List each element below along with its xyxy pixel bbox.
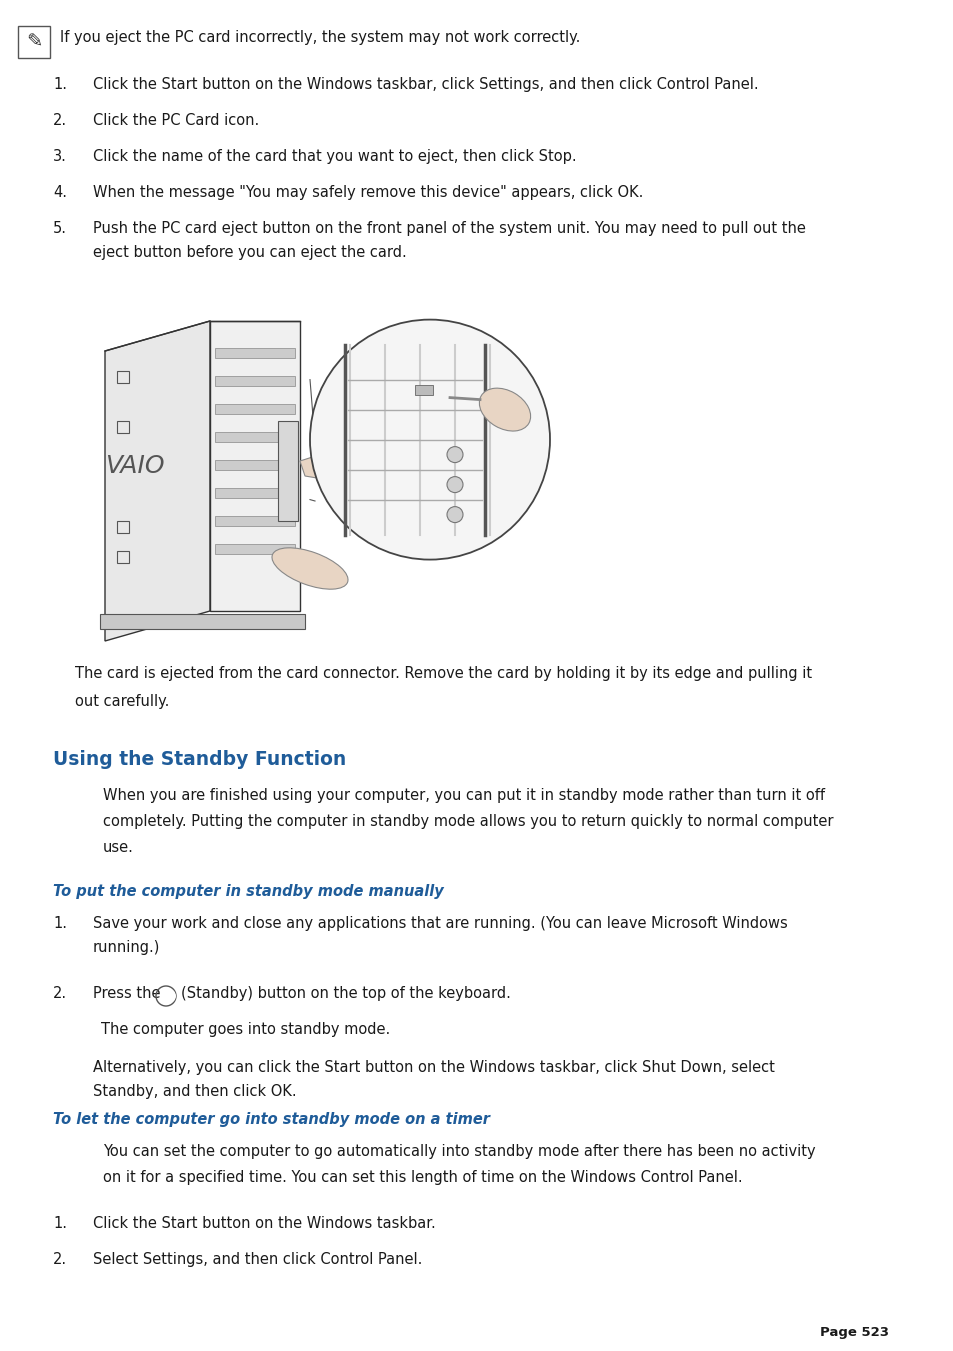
Polygon shape	[105, 322, 210, 640]
Bar	[214, 516, 294, 526]
Text: Click the Start button on the Windows taskbar, click Settings, and then click Co: Click the Start button on the Windows ta…	[92, 77, 758, 92]
Text: To put the computer in standby mode manually: To put the computer in standby mode manu…	[53, 884, 443, 898]
Text: The card is ejected from the card connector. Remove the card by holding it by it: The card is ejected from the card connec…	[75, 666, 811, 681]
Bar	[214, 376, 294, 386]
Text: You can set the computer to go automatically into standby mode after there has b: You can set the computer to go automatic…	[103, 1144, 815, 1159]
Bar	[415, 385, 433, 394]
Text: Page 523: Page 523	[820, 1325, 888, 1339]
Circle shape	[447, 447, 462, 462]
Ellipse shape	[272, 547, 348, 589]
Circle shape	[162, 989, 175, 1002]
Text: running.): running.)	[92, 940, 160, 955]
Bar	[214, 488, 294, 499]
Text: eject button before you can eject the card.: eject button before you can eject the ca…	[92, 245, 406, 259]
Text: If you eject the PC card incorrectly, the system may not work correctly.: If you eject the PC card incorrectly, th…	[60, 30, 579, 45]
Text: use.: use.	[103, 840, 133, 855]
Text: Click the name of the card that you want to eject, then click Stop.: Click the name of the card that you want…	[92, 149, 576, 163]
Bar	[117, 551, 129, 563]
Bar	[117, 372, 129, 382]
Text: Click the PC Card icon.: Click the PC Card icon.	[92, 113, 259, 128]
Text: The computer goes into standby mode.: The computer goes into standby mode.	[101, 1021, 390, 1038]
Text: When you are finished using your computer, you can put it in standby mode rather: When you are finished using your compute…	[103, 788, 824, 802]
Bar	[210, 322, 299, 611]
Bar	[214, 349, 294, 358]
Text: on it for a specified time. You can set this length of time on the Windows Contr: on it for a specified time. You can set …	[103, 1170, 741, 1185]
Bar	[100, 613, 305, 630]
Text: Select Settings, and then click Control Panel.: Select Settings, and then click Control …	[92, 1252, 422, 1267]
Text: 1.: 1.	[53, 1216, 67, 1231]
Text: 2.: 2.	[53, 113, 67, 128]
Text: Push the PC card eject button on the front panel of the system unit. You may nee: Push the PC card eject button on the fro…	[92, 222, 805, 236]
FancyBboxPatch shape	[18, 26, 50, 58]
Text: 4.: 4.	[53, 185, 67, 200]
Text: 2.: 2.	[53, 986, 67, 1001]
Bar	[214, 544, 294, 554]
Text: When the message "You may safely remove this device" appears, click OK.: When the message "You may safely remove …	[92, 185, 642, 200]
Text: 2.: 2.	[53, 1252, 67, 1267]
Text: Alternatively, you can click the Start button on the Windows taskbar, click Shut: Alternatively, you can click the Start b…	[92, 1061, 774, 1075]
Text: 1.: 1.	[53, 77, 67, 92]
Text: Press the: Press the	[92, 986, 160, 1001]
Text: Standby, and then click OK.: Standby, and then click OK.	[92, 1084, 296, 1098]
Text: ✎: ✎	[26, 32, 42, 51]
Text: To let the computer go into standby mode on a timer: To let the computer go into standby mode…	[53, 1112, 490, 1127]
Text: Click the Start button on the Windows taskbar.: Click the Start button on the Windows ta…	[92, 1216, 436, 1231]
Text: 3.: 3.	[53, 149, 67, 163]
Circle shape	[447, 507, 462, 523]
Text: (Standby) button on the top of the keyboard.: (Standby) button on the top of the keybo…	[181, 986, 511, 1001]
Bar	[214, 432, 294, 442]
Text: VAIO: VAIO	[105, 454, 165, 478]
Bar	[214, 404, 294, 413]
Bar	[117, 521, 129, 534]
Text: 5.: 5.	[53, 222, 67, 236]
Text: completely. Putting the computer in standby mode allows you to return quickly to: completely. Putting the computer in stan…	[103, 815, 833, 830]
Bar	[214, 459, 294, 470]
Ellipse shape	[478, 388, 530, 431]
Bar	[117, 422, 129, 434]
Bar	[277, 422, 297, 521]
Text: out carefully.: out carefully.	[75, 694, 170, 709]
Text: Save your work and close any applications that are running. (You can leave Micro: Save your work and close any application…	[92, 916, 787, 931]
Circle shape	[447, 477, 462, 493]
Circle shape	[310, 320, 550, 559]
Polygon shape	[299, 453, 355, 481]
Text: 1.: 1.	[53, 916, 67, 931]
Text: Using the Standby Function: Using the Standby Function	[53, 750, 346, 769]
